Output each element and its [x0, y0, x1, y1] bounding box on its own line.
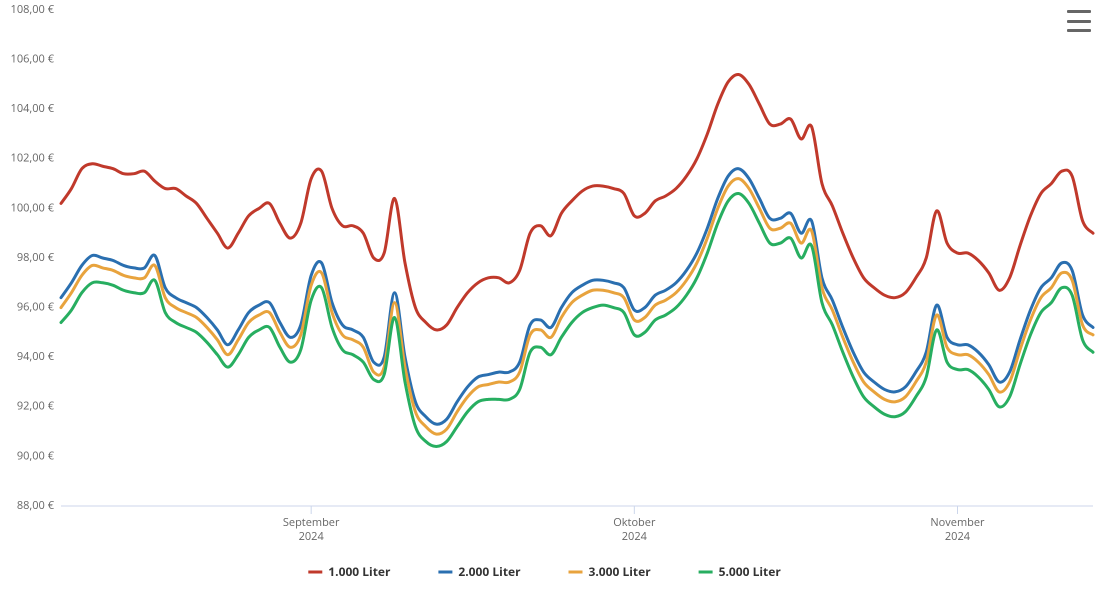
y-tick-label: 92,00 €	[17, 399, 55, 414]
y-tick-label: 98,00 €	[17, 250, 55, 265]
series-line	[61, 74, 1093, 330]
y-tick-label: 102,00 €	[11, 151, 55, 166]
chart-menu-button[interactable]	[1065, 8, 1093, 34]
menu-icon	[1067, 29, 1091, 32]
x-tick-label: 2024	[622, 529, 648, 544]
legend-label[interactable]: 1.000 Liter	[328, 563, 391, 580]
y-tick-label: 104,00 €	[11, 101, 55, 116]
menu-icon	[1067, 20, 1091, 23]
legend-label[interactable]: 2.000 Liter	[458, 563, 521, 580]
x-tick-label: November	[930, 515, 985, 530]
y-tick-label: 90,00 €	[17, 448, 55, 463]
chart-svg: 88,00 € 90,00 € 92,00 € 94,00 € 96,00 € 98,00…	[0, 0, 1105, 602]
y-tick-label: 94,00 €	[17, 349, 55, 364]
legend-label[interactable]: 5.000 Liter	[719, 563, 782, 580]
series-line	[61, 169, 1093, 425]
menu-icon	[1067, 10, 1091, 13]
legend-label[interactable]: 3.000 Liter	[589, 563, 652, 580]
y-tick-label: 108,00 €	[11, 2, 55, 17]
x-tick-label: September	[283, 515, 340, 530]
y-tick-label: 106,00 €	[11, 52, 55, 67]
price-chart: 88,00 € 90,00 € 92,00 € 94,00 € 96,00 € 98,00…	[0, 0, 1105, 602]
y-tick-label: 96,00 €	[17, 300, 55, 315]
y-tick-label: 100,00 €	[11, 200, 55, 215]
x-tick-label: 2024	[299, 529, 325, 544]
x-tick-label: 2024	[945, 529, 971, 544]
x-tick-label: Oktober	[613, 515, 656, 530]
y-tick-label: 88,00 €	[17, 498, 55, 513]
